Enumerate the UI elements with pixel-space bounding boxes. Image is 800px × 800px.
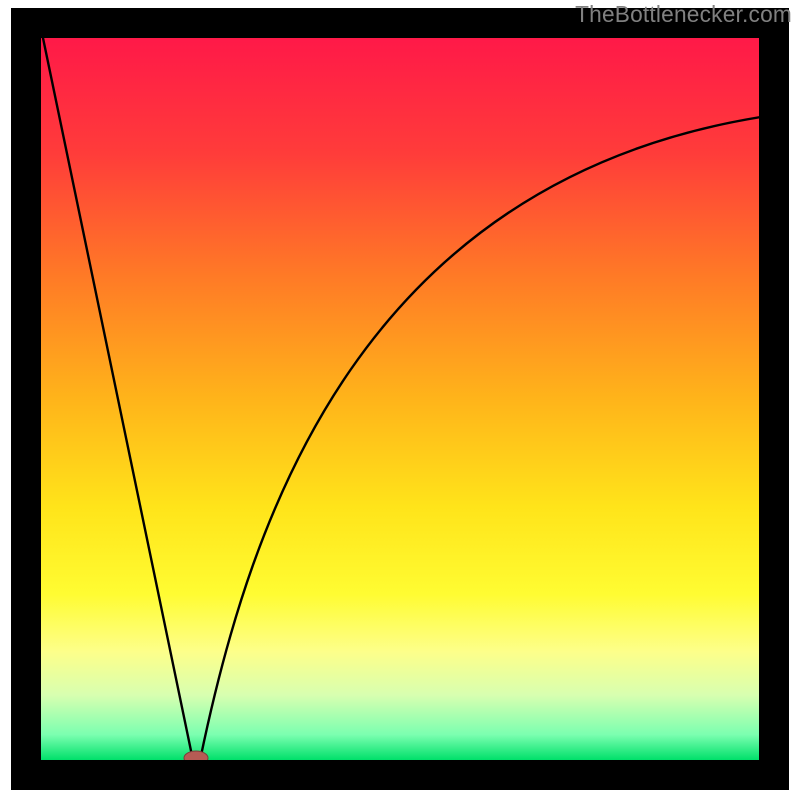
chart-svg xyxy=(0,0,800,800)
gradient-background xyxy=(41,38,759,760)
chart-stage: TheBottlenecker.com xyxy=(0,0,800,800)
watermark-link[interactable]: TheBottlenecker.com xyxy=(575,1,792,28)
